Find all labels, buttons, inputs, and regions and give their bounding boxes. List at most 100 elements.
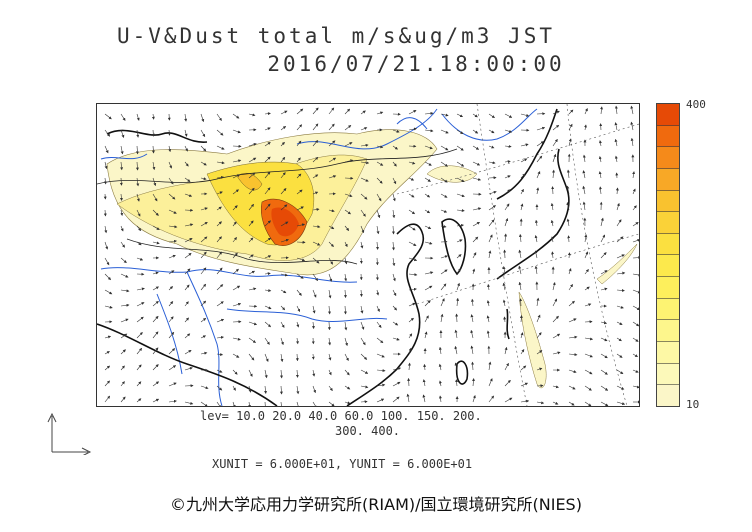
wind-arrow: [568, 300, 575, 307]
wind-arrow: [536, 141, 544, 147]
wind-arrow: [216, 251, 223, 259]
wind-arrow: [632, 221, 639, 227]
wind-arrow: [440, 193, 448, 198]
wind-arrow: [136, 193, 140, 202]
wind-arrow: [504, 379, 511, 387]
wind-arrow: [376, 145, 384, 149]
wind-arrow: [152, 398, 160, 403]
wind-arrow: [168, 382, 177, 387]
wind-arrow: [456, 145, 464, 151]
wind-arrow: [518, 265, 522, 275]
wind-arrow: [600, 401, 609, 406]
wind-arrow: [328, 140, 336, 147]
wind-arrow: [344, 321, 348, 331]
wind-arrow: [616, 401, 626, 406]
wind-arrow: [520, 158, 528, 163]
colorbar-cell: [657, 233, 679, 256]
wind-arrow: [614, 105, 618, 115]
wind-arrow: [406, 393, 410, 403]
wind-arrow: [328, 401, 335, 406]
wind-arrow: [360, 110, 366, 115]
wind-arrow: [472, 129, 479, 134]
wind-arrow: [360, 321, 365, 330]
wind-arrow: [408, 127, 417, 131]
wind-arrow: [312, 191, 319, 195]
wind-arrow: [472, 145, 480, 150]
wind-arrow: [598, 156, 602, 163]
wind-arrow: [103, 177, 107, 185]
vector-units: XUNIT = 6.000E+01, YUNIT = 6.000E+01: [212, 457, 473, 471]
wind-arrow: [440, 209, 448, 213]
wind-arrow: [440, 224, 447, 228]
wind-arrow: [568, 123, 573, 131]
wind-arrow: [391, 225, 395, 235]
wind-arrow: [344, 209, 351, 215]
wind-arrow: [104, 395, 111, 403]
wind-arrow: [392, 177, 397, 185]
wind-arrow: [360, 177, 369, 182]
wind-arrow: [200, 385, 209, 390]
wind-arrow: [392, 145, 398, 150]
wind-arrow: [104, 241, 109, 250]
wind-arrow: [104, 380, 111, 387]
wind-arrow: [184, 333, 191, 339]
colorbar-cell: [657, 320, 679, 343]
wind-arrow: [248, 143, 257, 147]
wind-arrow: [520, 348, 525, 355]
wind-arrow: [264, 220, 271, 227]
wind-arrow: [584, 108, 588, 115]
wind-arrow: [168, 225, 178, 229]
wind-arrow: [264, 369, 268, 379]
wind-arrow: [502, 266, 506, 275]
wind-arrow: [200, 207, 208, 211]
wind-arrow: [455, 313, 459, 323]
wind-arrow: [232, 385, 236, 391]
coastlines: [97, 108, 570, 406]
wind-arrow: [136, 129, 140, 138]
wind-arrow: [168, 316, 174, 323]
wind-arrow: [136, 287, 145, 291]
wind-arrow: [232, 302, 242, 307]
wind-arrow: [424, 271, 434, 275]
wind-arrow: [104, 305, 113, 309]
wind-arrow: [312, 401, 318, 406]
wind-arrow: [376, 398, 385, 403]
wind-arrow: [264, 171, 271, 179]
wind-arrow: [296, 223, 306, 227]
wind-arrow: [104, 145, 109, 154]
wind-arrow: [376, 225, 380, 235]
wind-arrow: [328, 337, 332, 346]
wind-arrow: [600, 217, 604, 227]
wind-arrow: [408, 333, 413, 339]
wind-arrow: [120, 289, 130, 293]
wind-arrow: [630, 121, 634, 131]
wind-arrow: [264, 401, 266, 406]
wind-arrow: [184, 301, 189, 307]
wind-arrow: [168, 239, 177, 243]
wind-arrow: [168, 348, 176, 355]
wind-arrow: [168, 399, 177, 403]
wind-arrow: [296, 206, 304, 211]
wind-arrow: [136, 347, 143, 355]
wind-arrow: [504, 129, 513, 133]
wind-arrow: [472, 395, 476, 403]
wind-arrow: [200, 177, 207, 181]
wind-arrow: [632, 385, 639, 389]
wind-arrow: [327, 321, 331, 331]
wind-arrow: [584, 385, 592, 391]
wind-arrow: [103, 209, 107, 217]
wind-arrow: [296, 305, 300, 313]
wind-arrow: [168, 331, 175, 339]
wind-arrow: [311, 353, 315, 360]
wind-arrow: [248, 237, 254, 243]
wind-arrow: [600, 270, 608, 275]
wind-arrow: [392, 321, 399, 326]
wind-arrow: [104, 335, 112, 339]
wind-arrow: [472, 252, 477, 259]
wind-arrow: [184, 268, 191, 275]
wind-arrow: [392, 289, 397, 297]
wind-arrow: [519, 315, 523, 323]
wind-arrow: [568, 353, 578, 357]
wind-arrow: [280, 321, 285, 328]
wind-arrow: [566, 202, 570, 211]
